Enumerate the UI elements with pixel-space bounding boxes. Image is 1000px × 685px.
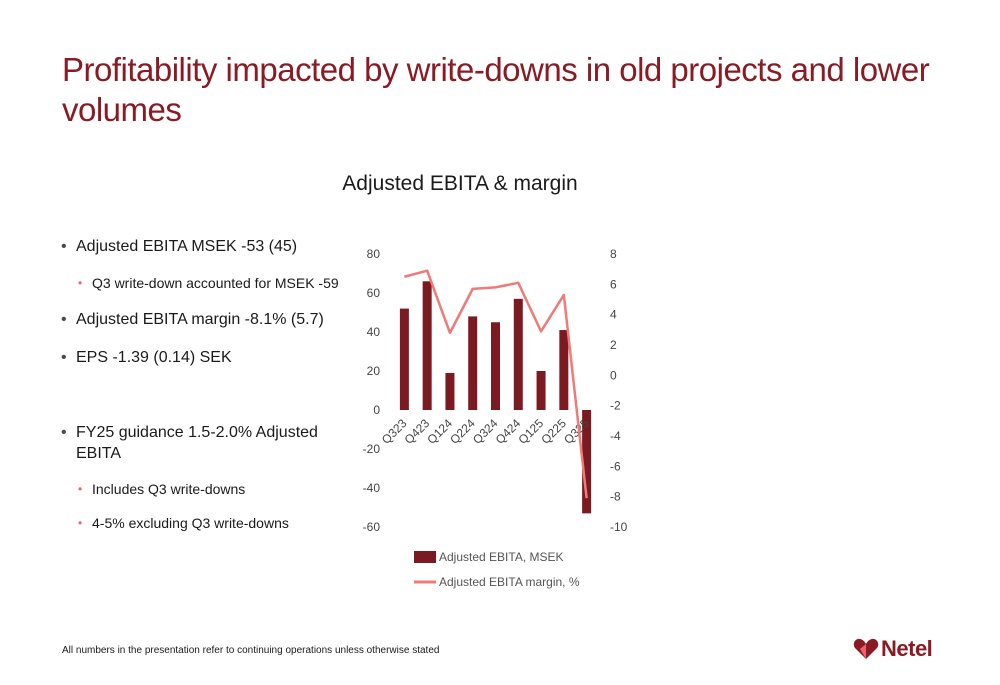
left-axis-tick-label: -40 <box>363 481 381 495</box>
category-tick-label: Q323 <box>379 416 410 447</box>
bullet-item: FY25 guidance 1.5-2.0% Adjusted EBITA <box>60 422 336 464</box>
right-axis-tick-label: 6 <box>610 277 617 291</box>
logo-mark-icon <box>853 638 879 659</box>
ebita-bar <box>445 372 455 410</box>
bullet-item: Adjusted EBITA margin -8.1% (5.7) <box>60 309 324 330</box>
ebita-bar <box>468 316 478 410</box>
right-axis-tick-label: -6 <box>610 459 621 473</box>
right-axis-tick-label: -4 <box>610 429 621 443</box>
category-tick-label: Q324 <box>470 416 501 447</box>
right-axis-tick-label: 0 <box>610 368 617 382</box>
ebita-bar <box>559 330 569 410</box>
category-tick-label: Q125 <box>516 416 547 447</box>
right-axis-tick-label: 4 <box>610 308 617 322</box>
bullet-item: EPS -1.39 (0.14) SEK <box>60 347 232 368</box>
right-axis-tick-label: 2 <box>610 338 617 352</box>
ebita-bar <box>491 322 500 410</box>
logo-text: Netel <box>881 636 933 661</box>
legend-label: Adjusted EBITA, MSEK <box>439 550 564 564</box>
category-tick-label: Q225 <box>538 416 569 447</box>
right-axis-tick-label: -10 <box>610 520 628 534</box>
right-axis-tick-label: 8 <box>610 247 617 261</box>
page-title: Profitability impacted by write-downs in… <box>62 51 930 128</box>
left-axis-tick-label: 40 <box>367 325 381 339</box>
sub-bullet-item: Q3 write-down accounted for MSEK -59 <box>78 274 339 293</box>
ebita-bar <box>513 298 523 410</box>
footer-note: All numbers in the presentation refer to… <box>62 645 440 656</box>
chart-title: Adjusted EBITA & margin <box>342 172 578 195</box>
bullet-item: Adjusted EBITA MSEK -53 (45) <box>60 236 297 257</box>
left-axis-tick-label: -20 <box>363 442 381 456</box>
category-tick-label: Q423 <box>402 416 433 447</box>
ebita-bar <box>536 371 546 410</box>
category-tick-label: Q224 <box>447 416 478 447</box>
left-axis-tick-label: -60 <box>363 520 381 534</box>
left-axis-tick-label: 0 <box>373 403 380 417</box>
right-axis-tick-label: -8 <box>610 490 621 504</box>
ebita-bar <box>422 281 432 410</box>
ebita-bar <box>399 308 409 410</box>
ebita-bar <box>582 410 592 514</box>
left-axis-tick-label: 20 <box>367 364 381 378</box>
left-axis-tick-label: 80 <box>367 247 381 261</box>
legend-swatch-bar <box>414 551 436 563</box>
right-axis-tick-label: -2 <box>610 399 621 413</box>
category-tick-label: Q124 <box>424 416 455 447</box>
left-axis-tick-label: 60 <box>367 286 381 300</box>
legend-label: Adjusted EBITA margin, % <box>439 575 580 589</box>
sub-bullet-item: Includes Q3 write-downs <box>78 480 245 499</box>
sub-bullet-item: 4-5% excluding Q3 write-downs <box>78 514 289 533</box>
category-tick-label: Q424 <box>493 416 524 447</box>
